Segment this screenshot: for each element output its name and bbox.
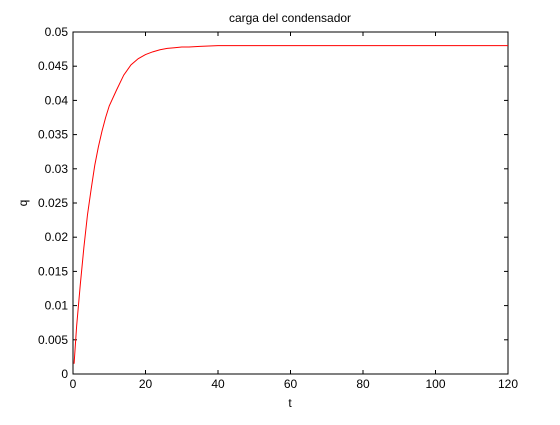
x-tick-label: 120 (498, 377, 518, 391)
plot-area (72, 31, 509, 375)
x-tick-label: 60 (284, 377, 298, 391)
chart-title: carga del condensador (229, 11, 351, 25)
x-tick-label: 0 (70, 377, 77, 391)
y-tick-label: 0.04 (45, 93, 69, 107)
y-tick-label: 0.045 (38, 59, 68, 73)
y-tick-label: 0.025 (38, 196, 68, 210)
series-group (73, 45, 508, 364)
axis-ticks: 0 20 40 60 80 100 120 0 0.005 0.01 0.015 0.02 0.025 0… (38, 25, 518, 391)
series-line (73, 45, 508, 364)
y-tick-label: 0.035 (38, 128, 68, 142)
y-tick-label: 0 (61, 367, 68, 381)
x-tick-label: 40 (211, 377, 225, 391)
x-tick-label: 80 (356, 377, 370, 391)
x-tick-label: 100 (425, 377, 445, 391)
y-tick-label: 0.03 (45, 162, 69, 176)
x-tick-label: 20 (139, 377, 153, 391)
y-tick-label: 0.05 (45, 25, 69, 39)
x-axis-label: t (288, 396, 292, 410)
y-tick-label: 0.015 (38, 264, 68, 278)
y-axis-label: q (16, 200, 30, 207)
y-tick-label: 0.02 (45, 230, 69, 244)
y-tick-label: 0.01 (45, 299, 69, 313)
y-tick-label: 0.005 (38, 333, 68, 347)
